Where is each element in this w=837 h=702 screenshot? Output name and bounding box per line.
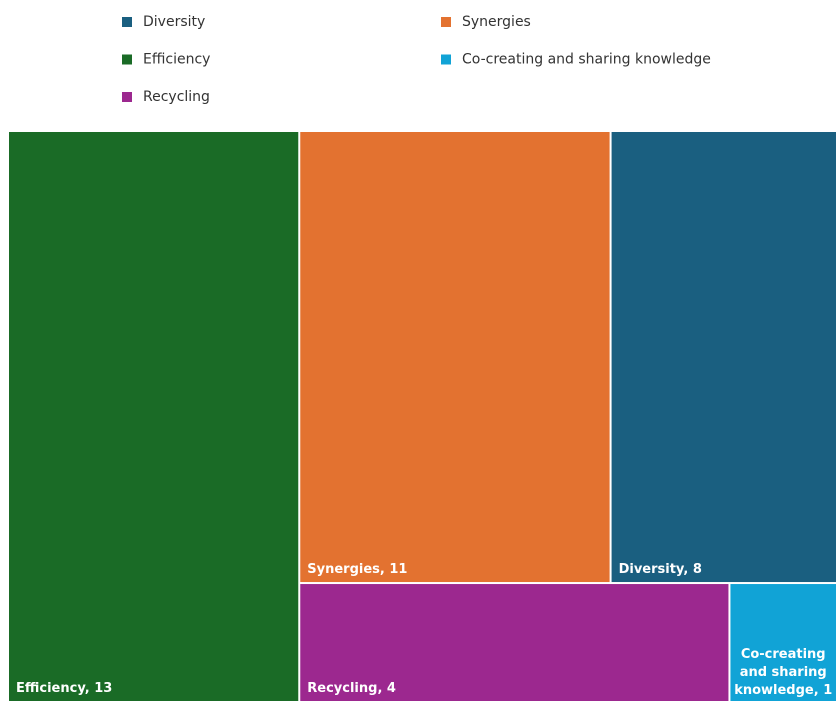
legend-swatch <box>122 17 132 27</box>
legend-swatch <box>122 92 132 102</box>
legend-swatch <box>122 54 132 65</box>
legend-label: Recycling <box>143 89 210 105</box>
tile <box>300 584 729 701</box>
legend-label: Synergies <box>462 14 531 30</box>
tile <box>9 132 299 701</box>
legend-label: Diversity <box>143 14 205 30</box>
tile-label: Efficiency, 13 <box>16 681 112 696</box>
tile-label: Co-creating and sharing knowledge, 1 <box>734 647 832 698</box>
legend-label: Efficiency <box>143 52 210 68</box>
legend-swatch <box>441 17 451 27</box>
tile <box>730 584 836 701</box>
tile-label: Diversity, 8 <box>619 562 702 577</box>
tile-label: Recycling, 4 <box>307 681 396 696</box>
tile <box>611 132 836 583</box>
tile-label: Synergies, 11 <box>307 562 407 577</box>
tile <box>300 132 610 583</box>
legend-swatch <box>441 54 451 65</box>
legend-label: Co-creating and sharing knowledge <box>462 52 711 68</box>
